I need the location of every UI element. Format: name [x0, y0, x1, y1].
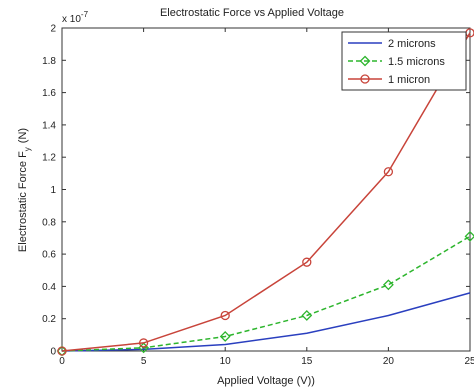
- legend-label: 2 microns: [388, 38, 436, 50]
- legend-swatch-marker: [359, 55, 371, 67]
- x-tick-label: 0: [59, 356, 65, 367]
- x-tick-label: 25: [464, 356, 474, 367]
- x-tick-label: 15: [301, 356, 313, 367]
- y-tick-label: 0.8: [42, 217, 56, 228]
- y-tick-label: 1.2: [42, 153, 56, 164]
- y-axis-label-unit: (N): [17, 128, 29, 143]
- series-1-micron: [57, 28, 474, 356]
- y-multiplier-exponent: -7: [81, 10, 89, 19]
- series-2-microns: [61, 292, 471, 352]
- x-tick-label: 5: [141, 356, 147, 367]
- data-point: [301, 310, 313, 321]
- y-tick-label: 1: [50, 185, 56, 196]
- x-axis-label: Applied Voltage (V)): [217, 375, 315, 387]
- x-tick-label: 10: [220, 356, 232, 367]
- legend-label: 1 micron: [388, 74, 430, 86]
- series-line: [61, 292, 471, 352]
- y-tick-label: 0: [50, 347, 56, 358]
- data-point: [138, 338, 149, 348]
- y-tick-label: 2: [50, 24, 56, 35]
- y-tick-label: 1.6: [42, 88, 56, 99]
- legend: 2 microns 1.5 microns 1 micron: [341, 31, 467, 91]
- y-tick-label: 0.6: [42, 250, 56, 261]
- y-multiplier-base: x 10: [62, 14, 81, 25]
- legend-label: 1.5 microns: [388, 56, 445, 68]
- data-point: [464, 230, 474, 242]
- y-axis-label-subscript: y: [23, 147, 32, 151]
- y-tick-label: 0.2: [42, 314, 56, 325]
- series-layer: [56, 28, 474, 357]
- data-point: [57, 346, 67, 356]
- y-tick-label: 1.4: [42, 120, 56, 131]
- series-line: [61, 32, 471, 352]
- series-line: [61, 235, 471, 352]
- data-point: [383, 167, 394, 177]
- y-axis-label-main: Electrostatic Force F: [17, 151, 29, 252]
- y-axis-label: Electrostatic Force Fy (N): [17, 128, 32, 252]
- y-tick-label: 1.8: [42, 56, 56, 67]
- data-point: [382, 279, 394, 291]
- x-tick-label: 20: [383, 356, 395, 367]
- y-multiplier: x 10-7: [62, 10, 89, 25]
- legend-box: [341, 31, 467, 91]
- legend-swatch-marker: [360, 74, 370, 84]
- y-tick-label: 0.4: [42, 282, 56, 293]
- data-point: [219, 331, 231, 342]
- chart-title: Electrostatic Force vs Applied Voltage: [160, 7, 344, 19]
- data-point: [220, 310, 230, 321]
- data-point: [302, 257, 312, 267]
